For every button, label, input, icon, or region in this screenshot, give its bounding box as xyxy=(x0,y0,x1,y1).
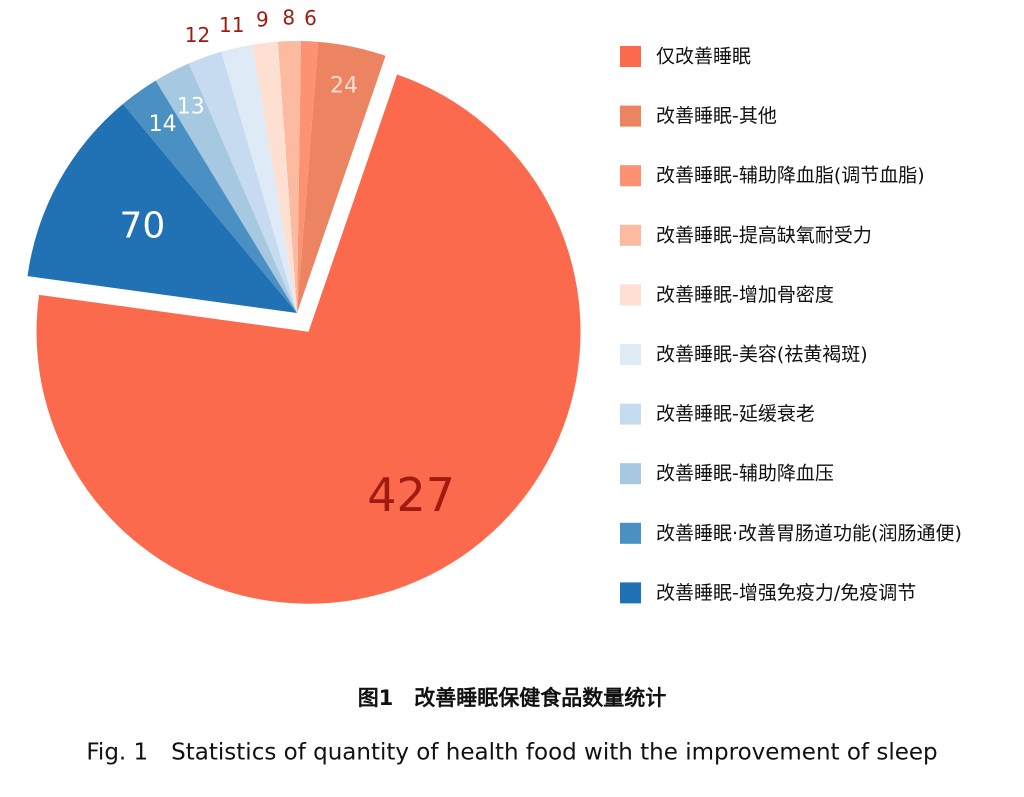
legend-label: 改善睡眠-辅助降血压 xyxy=(656,463,834,485)
value-label: 9 xyxy=(256,8,269,32)
pie-slice xyxy=(297,41,319,313)
value-label: 11 xyxy=(219,13,244,37)
legend-label: 改善睡眠-提高缺氧耐受力 xyxy=(656,224,872,246)
pie-slice xyxy=(155,63,297,313)
legend-label: 改善睡眠-辅助降血脂(调节血脂) xyxy=(656,165,925,187)
pie-slice xyxy=(277,41,301,313)
legend-swatch xyxy=(620,582,641,604)
value-label: 70 xyxy=(119,205,165,246)
legend-label: 改善睡眠-美容(祛黄褐斑) xyxy=(656,344,868,366)
legend-swatch xyxy=(620,344,641,365)
legend-label: 改善睡眠-其他 xyxy=(656,105,777,127)
chart-title: 图1 改善睡眠保健食品数量统计 xyxy=(358,686,667,710)
chart-subtitle: Fig. 1 Statistics of quantity of health … xyxy=(86,740,937,766)
legend-label: 改善睡眠·改善胃肠道功能(润肠通便) xyxy=(656,522,962,544)
legend-swatch xyxy=(620,224,641,246)
legend-swatch xyxy=(620,165,641,187)
legend-label: 改善睡眠-增强免疫力/免疫调节 xyxy=(656,582,916,604)
pie-slice xyxy=(36,74,581,604)
legend-label: 改善睡眠-增加骨密度 xyxy=(656,284,834,306)
legend-swatch xyxy=(620,46,641,67)
legend-swatch xyxy=(620,403,641,425)
pie-slice xyxy=(27,103,297,313)
value-label: 12 xyxy=(185,23,210,47)
value-label: 8 xyxy=(282,6,295,30)
value-label: 427 xyxy=(367,468,455,522)
value-label: 24 xyxy=(330,74,358,99)
pie-slice xyxy=(252,41,297,314)
legend-swatch xyxy=(620,284,641,306)
legend-label: 改善睡眠-延缓衰老 xyxy=(656,403,815,425)
legend-label: 仅改善睡眠 xyxy=(656,46,751,68)
value-label: 14 xyxy=(149,112,177,137)
legend-swatch xyxy=(620,105,641,127)
pie-slice xyxy=(297,41,386,313)
value-label: 13 xyxy=(177,95,205,120)
legend-swatch xyxy=(620,522,641,544)
value-label: 6 xyxy=(304,6,317,30)
pie-slice xyxy=(188,51,297,314)
legend-swatch xyxy=(620,463,641,485)
pie-slice xyxy=(122,80,297,314)
pie-slice xyxy=(221,44,297,314)
